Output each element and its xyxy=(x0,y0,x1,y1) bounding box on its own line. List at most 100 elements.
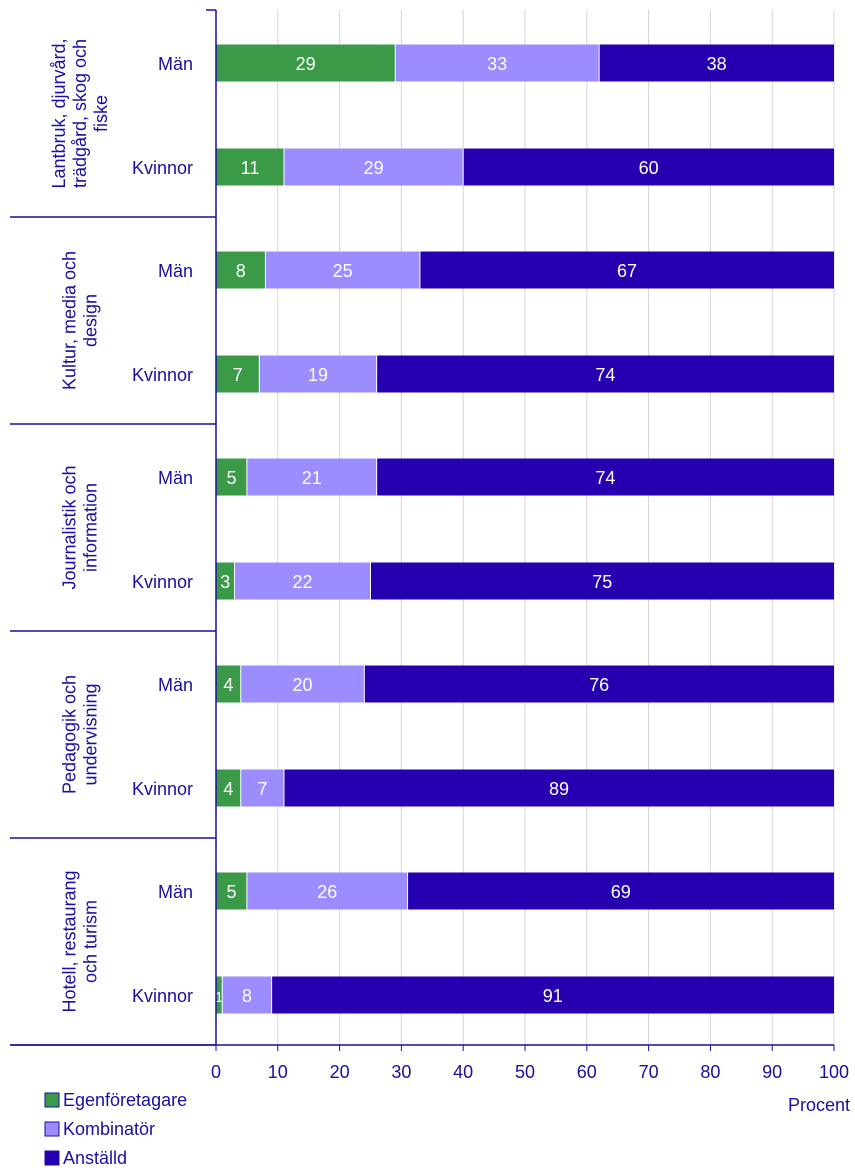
group-label-line: Lantbruk, djurvård, xyxy=(49,38,69,188)
group-label-line: trädgård, skog och xyxy=(70,39,90,188)
data-label: 5 xyxy=(226,468,236,488)
data-label: 1 xyxy=(215,989,223,1006)
group-label: Pedagogik ochundervisning xyxy=(60,675,101,794)
group-label-line: Journalistik och xyxy=(60,465,80,589)
bar-g2-r1-s1 xyxy=(234,562,371,600)
group-label: Hotell, restaurangoch turism xyxy=(60,870,101,1012)
x-tick-label: 60 xyxy=(577,1062,597,1082)
bar-g4-r1-s1 xyxy=(222,976,272,1014)
bar-g4-r0-s0 xyxy=(216,872,247,910)
group-label-line: information xyxy=(81,483,101,572)
x-tick-label: 50 xyxy=(515,1062,535,1082)
data-label: 33 xyxy=(487,54,507,74)
row-label: Män xyxy=(158,882,193,902)
group-label: Kultur, media ochdesign xyxy=(60,251,101,390)
data-label: 60 xyxy=(639,158,659,178)
row-label: Män xyxy=(158,675,193,695)
data-label: 38 xyxy=(707,54,727,74)
bar-g3-r0-s1 xyxy=(240,665,365,703)
data-label: 89 xyxy=(549,779,569,799)
data-label: 25 xyxy=(333,261,353,281)
data-label: 29 xyxy=(364,158,384,178)
bar-g0-r0-s0 xyxy=(216,44,396,82)
bar-g0-r1-s1 xyxy=(283,148,464,186)
group-label-line: undervisning xyxy=(81,683,101,785)
row-label: Män xyxy=(158,261,193,281)
data-label: 8 xyxy=(242,986,252,1006)
bar-g3-r0-s0 xyxy=(216,665,241,703)
bar-g1-r0-s0 xyxy=(216,251,266,289)
data-label: 4 xyxy=(223,779,233,799)
legend-swatch xyxy=(44,1121,60,1137)
x-tick-label: 20 xyxy=(330,1062,350,1082)
row-label: Män xyxy=(158,468,193,488)
bar-g0-r1-s0 xyxy=(216,148,284,186)
data-label: 22 xyxy=(293,572,313,592)
data-label: 5 xyxy=(226,882,236,902)
data-label: 76 xyxy=(589,675,609,695)
bar-g3-r1-s2 xyxy=(283,769,835,807)
group-label-line: Pedagogik och xyxy=(60,675,80,794)
data-label: 19 xyxy=(308,365,328,385)
data-label: 20 xyxy=(293,675,313,695)
legend: Egenföretagare Kombinatör Anställd xyxy=(44,1090,187,1168)
data-label: 21 xyxy=(302,468,322,488)
legend-label: Kombinatör xyxy=(63,1119,155,1139)
x-tick-label: 70 xyxy=(639,1062,659,1082)
bar-g3-r1-s1 xyxy=(240,769,284,807)
group-label-line: Kultur, media och xyxy=(60,251,80,390)
bar-g4-r0-s2 xyxy=(407,872,834,910)
row-label: Män xyxy=(158,54,193,74)
x-tick-label: 100 xyxy=(819,1062,849,1082)
row-label: Kvinnor xyxy=(132,572,193,592)
data-label: 11 xyxy=(241,158,260,178)
data-label: 69 xyxy=(611,882,631,902)
data-label: 74 xyxy=(595,365,615,385)
row-label: Kvinnor xyxy=(132,365,193,385)
bar-g1-r1-s2 xyxy=(376,355,834,393)
axes: 0 10 20 30 40 50 60 70 80 90 100 Procent xyxy=(10,9,850,1115)
x-tick-label: 90 xyxy=(762,1062,782,1082)
data-label: 3 xyxy=(220,572,230,592)
group-label-line: fiske xyxy=(91,95,111,132)
bar-g1-r1-s1 xyxy=(259,355,377,393)
bar-g1-r0-s1 xyxy=(265,251,420,289)
legend-label: Egenföretagare xyxy=(63,1090,187,1110)
bar-g2-r0-s1 xyxy=(246,458,377,496)
bar-g2-r0-s2 xyxy=(376,458,834,496)
group-label-line: och turism xyxy=(81,900,101,983)
data-label: 91 xyxy=(543,986,563,1006)
group-label: Journalistik ochinformation xyxy=(60,465,101,589)
x-tick-label: 40 xyxy=(453,1062,473,1082)
x-tick-label: 0 xyxy=(211,1062,221,1082)
category-labels: Män Kvinnor Lantbruk, djurvård,trädgård, s… xyxy=(49,38,193,1012)
bar-g2-r1-s2 xyxy=(370,562,834,600)
row-label: Kvinnor xyxy=(132,779,193,799)
legend-label: Anställd xyxy=(63,1148,127,1168)
group-label-line: design xyxy=(81,294,101,347)
x-tick-label: 10 xyxy=(268,1062,288,1082)
group-label-line: Hotell, restaurang xyxy=(60,870,80,1012)
data-label: 26 xyxy=(317,882,337,902)
bar-g2-r1-s0 xyxy=(216,562,235,600)
bar-g4-r0-s1 xyxy=(246,872,408,910)
bar-g1-r0-s2 xyxy=(419,251,834,289)
row-label: Kvinnor xyxy=(132,986,193,1006)
bar-g0-r0-s2 xyxy=(599,44,834,82)
bar-g3-r1-s0 xyxy=(216,769,241,807)
x-tick-label: 30 xyxy=(391,1062,411,1082)
data-label: 75 xyxy=(592,572,612,592)
bar-g0-r0-s1 xyxy=(395,44,600,82)
bar-g1-r1-s0 xyxy=(216,355,260,393)
legend-swatch xyxy=(44,1092,60,1108)
data-label: 29 xyxy=(296,54,316,74)
x-tick-label: 80 xyxy=(700,1062,720,1082)
x-axis-title: Procent xyxy=(788,1095,850,1115)
bar-g4-r1-s2 xyxy=(271,976,834,1014)
bar-g4-r1-s0 xyxy=(216,976,223,1014)
bar-g3-r0-s2 xyxy=(364,665,834,703)
data-label: 4 xyxy=(223,675,233,695)
bars: 29 33 38 11 29 60 8 25 67 7 19 74 5 21 74 3 22 75 4 20 76 4 7 8… xyxy=(215,44,835,1014)
